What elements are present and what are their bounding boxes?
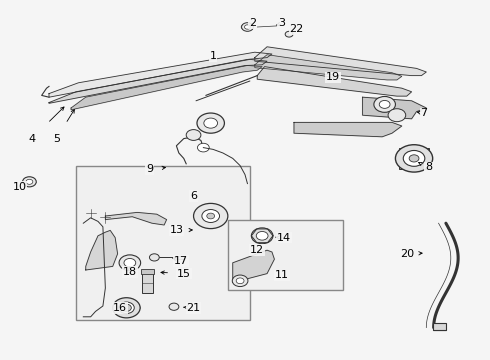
- Polygon shape: [255, 47, 426, 76]
- Text: 1: 1: [210, 51, 217, 61]
- Text: 2: 2: [249, 18, 256, 28]
- Circle shape: [197, 143, 209, 152]
- Polygon shape: [294, 122, 402, 137]
- Circle shape: [113, 298, 140, 318]
- Text: 22: 22: [289, 24, 304, 34]
- Circle shape: [395, 145, 433, 172]
- Circle shape: [202, 210, 220, 222]
- Bar: [399, 148, 429, 169]
- Text: 21: 21: [187, 303, 200, 313]
- Text: 13: 13: [170, 225, 183, 235]
- Circle shape: [242, 23, 253, 31]
- Circle shape: [119, 302, 134, 314]
- Bar: [228, 220, 343, 290]
- Circle shape: [409, 155, 419, 162]
- Polygon shape: [233, 250, 274, 283]
- Text: 11: 11: [275, 270, 289, 280]
- Text: 10: 10: [13, 182, 26, 192]
- Bar: [433, 323, 446, 330]
- Circle shape: [232, 275, 248, 287]
- Text: 17: 17: [174, 256, 188, 266]
- Circle shape: [149, 254, 159, 261]
- Text: 18: 18: [123, 267, 137, 277]
- Circle shape: [122, 304, 131, 311]
- Text: 4: 4: [28, 134, 35, 144]
- Text: 3: 3: [278, 18, 285, 28]
- Text: 6: 6: [190, 191, 197, 201]
- Circle shape: [236, 278, 244, 284]
- Circle shape: [119, 255, 141, 271]
- Circle shape: [251, 228, 273, 244]
- Circle shape: [23, 177, 36, 187]
- Polygon shape: [257, 67, 412, 96]
- Polygon shape: [71, 66, 262, 110]
- Circle shape: [285, 31, 293, 37]
- Ellipse shape: [241, 24, 254, 30]
- Text: 16: 16: [113, 303, 127, 313]
- Circle shape: [26, 179, 33, 184]
- Bar: [174, 256, 185, 259]
- Polygon shape: [255, 55, 402, 80]
- Polygon shape: [363, 97, 426, 119]
- Polygon shape: [86, 230, 118, 270]
- Circle shape: [186, 130, 201, 140]
- Circle shape: [197, 113, 224, 133]
- Circle shape: [379, 100, 390, 108]
- Circle shape: [194, 203, 228, 229]
- Text: 20: 20: [400, 249, 414, 259]
- Text: 9: 9: [146, 164, 153, 174]
- Circle shape: [245, 25, 250, 29]
- Circle shape: [124, 258, 136, 267]
- Text: 15: 15: [177, 269, 191, 279]
- Text: 8: 8: [425, 162, 432, 172]
- Text: 12: 12: [250, 245, 264, 255]
- Ellipse shape: [113, 303, 140, 312]
- Text: 14: 14: [277, 233, 291, 243]
- Bar: [76, 166, 250, 320]
- Circle shape: [403, 150, 425, 166]
- Bar: [142, 272, 153, 293]
- Text: 7: 7: [420, 108, 427, 118]
- Circle shape: [207, 213, 215, 219]
- Polygon shape: [105, 212, 167, 225]
- Circle shape: [256, 231, 268, 240]
- Text: 5: 5: [53, 134, 60, 144]
- Circle shape: [169, 303, 179, 310]
- Text: 19: 19: [326, 72, 340, 82]
- Polygon shape: [49, 59, 267, 103]
- Bar: [141, 269, 154, 274]
- Polygon shape: [49, 52, 272, 97]
- Circle shape: [374, 96, 395, 112]
- Circle shape: [204, 118, 218, 128]
- Circle shape: [388, 109, 406, 122]
